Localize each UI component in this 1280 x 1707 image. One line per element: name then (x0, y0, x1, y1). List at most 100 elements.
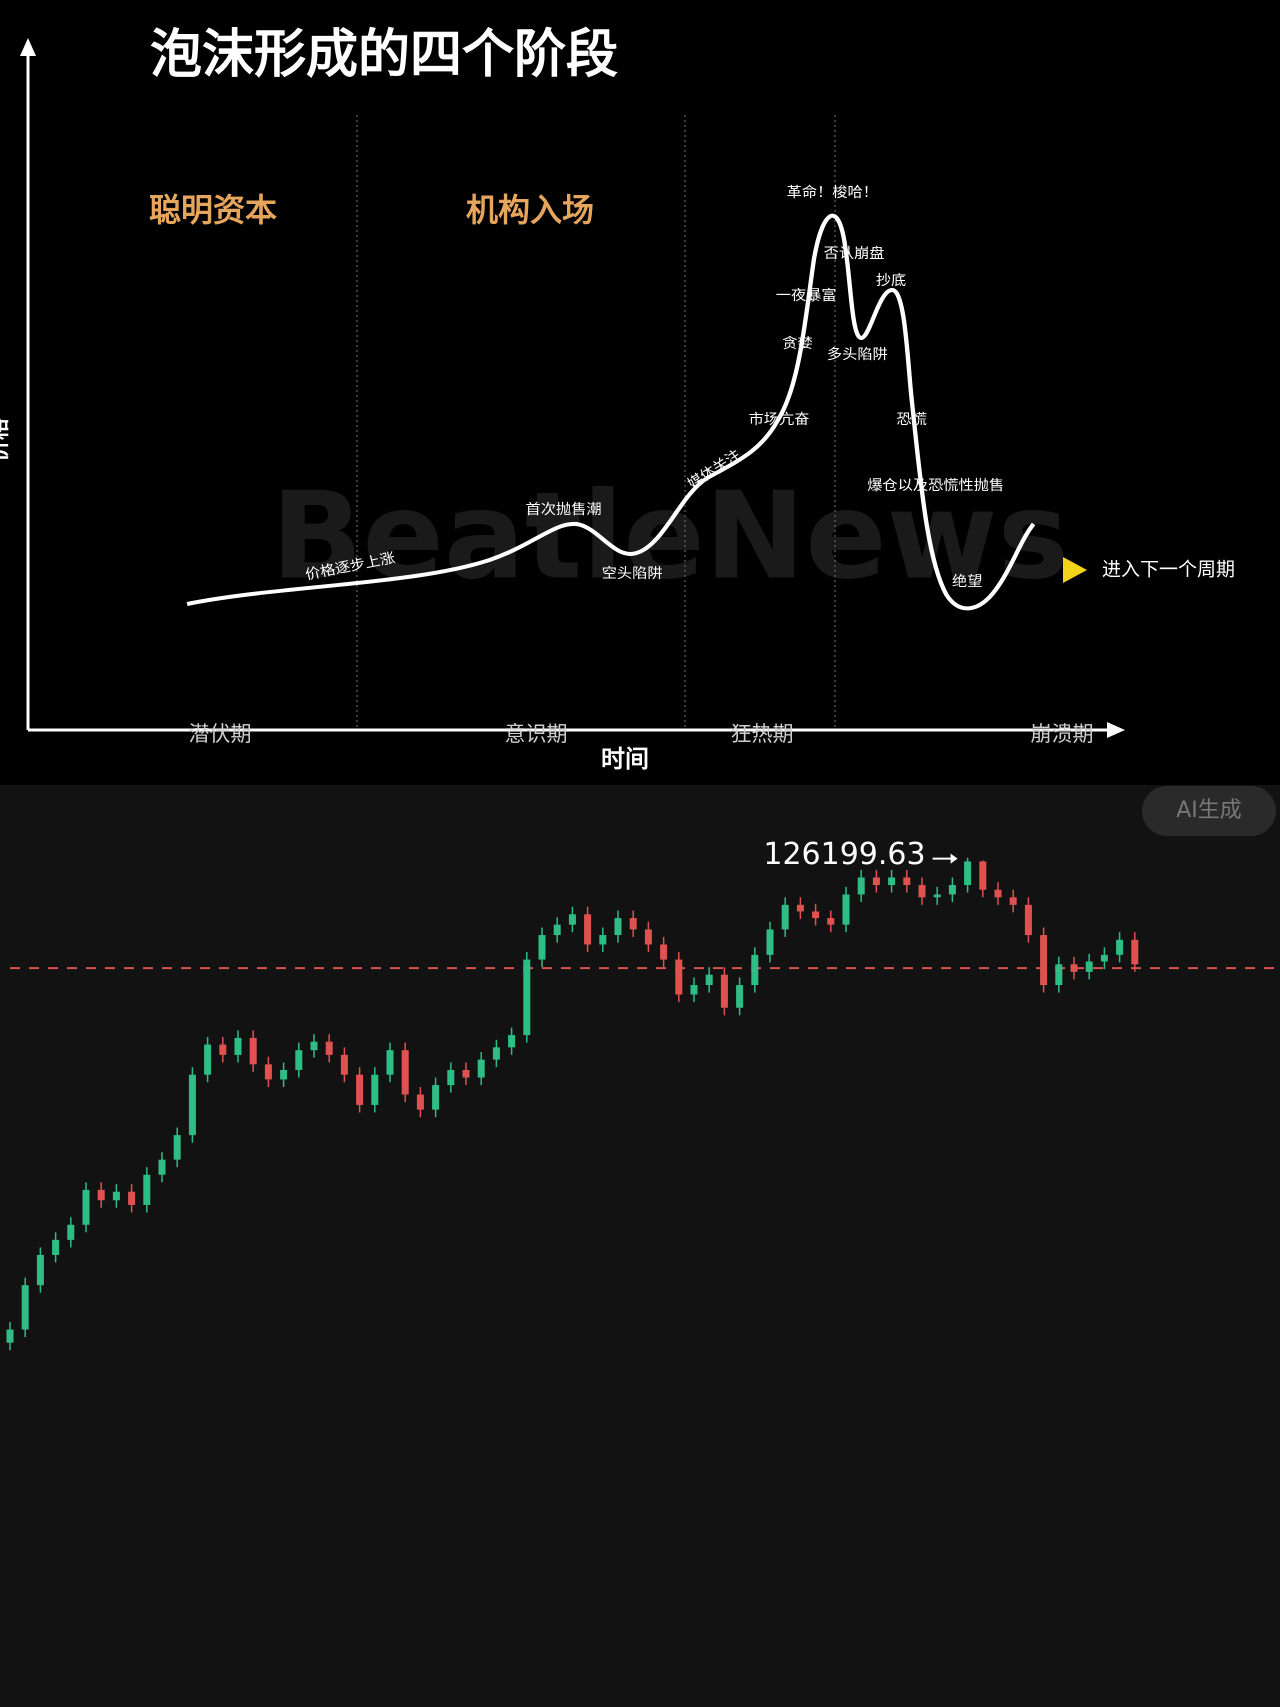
candle-body (432, 1085, 440, 1110)
candle-body (660, 944, 668, 960)
candle-body (188, 1074, 196, 1136)
watermark: BeatleNews (271, 468, 1069, 607)
candle-body (6, 1329, 14, 1343)
candle-body (872, 877, 880, 886)
annotation: 绝望 (952, 573, 982, 589)
candle-body (736, 985, 744, 1008)
candle-body (1100, 954, 1108, 962)
candle-body (948, 885, 956, 895)
candle-body (903, 877, 911, 886)
candle-body (112, 1191, 120, 1201)
candle-body (751, 954, 759, 986)
y-axis-label: 价格 (0, 417, 12, 462)
annotation: 空头陷阱 (602, 565, 663, 581)
candle-body (812, 911, 820, 919)
candle-body (796, 904, 804, 912)
phase-label: 潜伏期 (189, 722, 252, 746)
candle-body (158, 1159, 166, 1175)
annotation: 爆仓以及恐慌性抛售 (867, 477, 1004, 493)
candle-body (781, 904, 789, 930)
candle-body (173, 1135, 181, 1160)
candle-body (538, 935, 546, 960)
annotation: 多头陷阱 (827, 346, 888, 362)
candle-body (219, 1044, 227, 1055)
candle-body (918, 885, 926, 898)
candle-body (462, 1069, 470, 1078)
candle-body (644, 929, 652, 945)
candle-body (356, 1074, 364, 1105)
candle-body (492, 1047, 500, 1060)
candle-body (340, 1054, 348, 1075)
annotation: 市场亢奋 (749, 410, 810, 427)
candle-body (264, 1064, 272, 1080)
peak-arrow-head (950, 853, 958, 864)
annotation: 贪婪 (782, 335, 813, 351)
candle-body (690, 985, 698, 995)
candle-body (766, 929, 774, 955)
phase-label: 狂热期 (731, 722, 794, 746)
title: 泡沫形成的四个阶段 (150, 25, 618, 85)
candle-body (1070, 964, 1078, 972)
phase-label: 崩溃期 (1031, 722, 1094, 746)
candle-body (477, 1059, 485, 1078)
y-arrow (20, 38, 36, 56)
candle-body (720, 974, 728, 1008)
candle-body (842, 894, 850, 925)
candle-body (994, 889, 1002, 898)
annotation: 否认崩盘 (824, 244, 885, 261)
candle-body (447, 1069, 455, 1086)
candle-body (371, 1074, 379, 1105)
candle-body (67, 1224, 75, 1240)
candle-body (325, 1041, 333, 1055)
candle-body (21, 1285, 29, 1330)
candle-body (614, 918, 622, 936)
candle-body (508, 1035, 516, 1048)
candle-body (401, 1050, 409, 1095)
candle-body (1085, 961, 1093, 972)
background (0, 0, 1280, 785)
annotation: 恐慌 (897, 411, 927, 427)
ai-badge: AI生成 (1142, 786, 1276, 836)
candle-body (933, 894, 941, 898)
candle-body (675, 959, 683, 995)
background (0, 785, 1280, 1707)
candlestick-chart: 126199.63 (0, 785, 1280, 1707)
candle-body (888, 877, 896, 886)
header: 机构入场 (466, 191, 594, 229)
phase-label: 意识期 (505, 722, 568, 746)
annotation: 一夜暴富 (776, 286, 837, 303)
candle-body (1009, 897, 1017, 905)
candle-body (386, 1050, 394, 1075)
candle-body (553, 924, 561, 936)
annotation: 革命！梭哈！ (787, 183, 878, 200)
x-arrow (1107, 722, 1125, 738)
candle-body (964, 861, 972, 886)
candle-body (416, 1094, 424, 1110)
candle-body (979, 861, 987, 890)
candle-body (857, 877, 865, 895)
play-triangle (1063, 557, 1087, 583)
candle-body (599, 935, 607, 945)
annotation: 首次抛售潮 (526, 501, 602, 517)
candle-body (584, 914, 592, 945)
candle-body (1116, 939, 1124, 955)
candle-body (82, 1189, 90, 1225)
candle-body (523, 959, 531, 1036)
next-cycle: 进入下一个周期 (1102, 559, 1235, 581)
candle-body (204, 1044, 212, 1075)
candle-body (295, 1050, 303, 1070)
candle-body (52, 1239, 60, 1255)
bubble-curve (186, 213, 1036, 611)
candle-body (629, 918, 637, 930)
candle-body (1131, 939, 1139, 965)
bubble-diagram: BeatleNews 泡沫形成的四个阶段 价格 时间 聪明资本 机构入场 潜伏期… (0, 0, 1280, 785)
candle-body (249, 1037, 257, 1065)
candle-body (568, 914, 576, 925)
candle-body (97, 1189, 105, 1201)
candle-body (143, 1174, 151, 1205)
peak-label: 126199.63 (763, 837, 925, 872)
candle-body (1024, 904, 1032, 936)
candle-body (310, 1041, 318, 1051)
annotation: 抄底 (876, 272, 906, 288)
